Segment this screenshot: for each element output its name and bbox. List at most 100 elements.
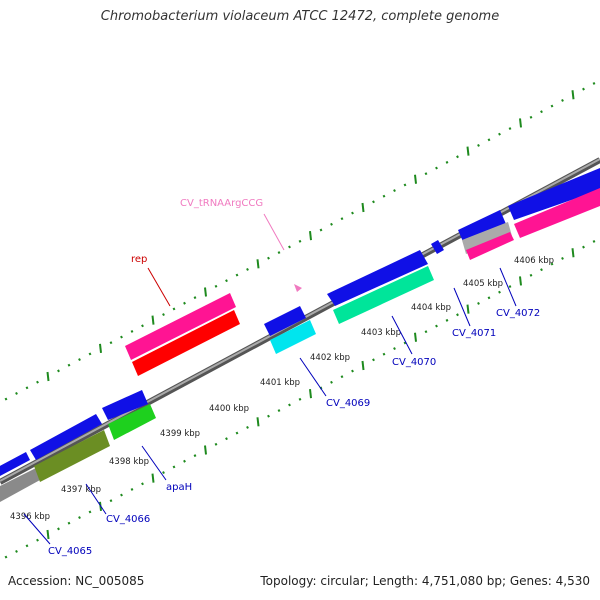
inner-tick-mark bbox=[57, 527, 60, 531]
outer-tick-ring bbox=[4, 82, 596, 401]
inner-tick-mark bbox=[519, 276, 522, 286]
inner-tick-mark bbox=[508, 285, 512, 289]
gene-label[interactable]: CV_4070 bbox=[392, 357, 436, 368]
outer-tick-mark bbox=[267, 256, 270, 260]
inner-tick-mark bbox=[183, 459, 186, 463]
outer-tick-mark bbox=[508, 127, 512, 131]
inner-tick-mark bbox=[120, 493, 123, 497]
inner-tick-mark bbox=[109, 499, 113, 503]
tick-label: 4402 kbp bbox=[310, 353, 350, 363]
tick-label: 4404 kbp bbox=[411, 303, 451, 313]
outer-tick-mark bbox=[550, 104, 554, 108]
inner-tick-mark bbox=[529, 273, 533, 277]
outer-tick-mark bbox=[382, 194, 386, 198]
inner-tick-mark bbox=[46, 529, 50, 540]
outer-tick-mark bbox=[424, 172, 428, 176]
outer-tick-mark bbox=[298, 239, 302, 243]
tick-label: 4400 kbp bbox=[209, 404, 249, 414]
outer-tick-mark bbox=[456, 155, 459, 159]
inner-tick-mark bbox=[582, 245, 585, 249]
outer-tick-mark bbox=[162, 313, 165, 316]
accession-text: Accession: NC_005085 bbox=[8, 574, 145, 588]
gene-label[interactable]: apaH bbox=[166, 482, 192, 493]
feature-cv4069-upper[interactable] bbox=[264, 306, 306, 336]
feature-cv4071-lower[interactable] bbox=[462, 222, 512, 254]
outer-tick-mark bbox=[288, 245, 291, 249]
inner-tick-mark bbox=[151, 473, 155, 483]
outer-tick-mark bbox=[46, 371, 50, 382]
outer-tick-mark bbox=[519, 118, 522, 128]
outer-tick-mark bbox=[67, 363, 71, 367]
gene-label[interactable]: CV_4065 bbox=[48, 546, 92, 557]
inner-tick-mark bbox=[403, 341, 407, 345]
outer-tick-mark bbox=[256, 259, 260, 269]
inner-tick-mark bbox=[466, 304, 470, 314]
outer-tick-mark bbox=[340, 217, 344, 221]
gene-label[interactable]: CV_tRNAArgCCG bbox=[180, 198, 263, 209]
feature-cv4071-lower-magenta[interactable] bbox=[466, 232, 514, 260]
inner-tick-ring bbox=[4, 240, 596, 559]
feature-cv4072-upper[interactable] bbox=[458, 210, 506, 244]
gene-label[interactable]: CV_4069 bbox=[326, 398, 370, 409]
feature-cv4071-upper[interactable] bbox=[431, 240, 444, 254]
gene-label[interactable]: CV_4072 bbox=[496, 308, 540, 319]
outer-tick-mark bbox=[561, 98, 564, 102]
outer-tick-mark bbox=[498, 132, 501, 136]
feature-cv4070-upper[interactable] bbox=[327, 250, 428, 306]
outer-tick-mark bbox=[57, 369, 60, 373]
gene-leader-line bbox=[391, 315, 413, 355]
gene-label[interactable]: rep bbox=[131, 254, 147, 265]
feature-cv4065-lower[interactable] bbox=[0, 468, 40, 502]
feature-rep-magenta[interactable] bbox=[125, 293, 236, 360]
feature-next-upper[interactable] bbox=[508, 168, 600, 220]
outer-tick-mark bbox=[277, 251, 281, 254]
tick-label: 4398 kbp bbox=[109, 457, 149, 467]
feature-rep-red[interactable] bbox=[132, 310, 240, 376]
inner-tick-mark bbox=[214, 442, 218, 446]
feature-cv4066-lower[interactable] bbox=[34, 430, 110, 482]
inner-tick-mark bbox=[414, 332, 417, 342]
feature-apaH-lower[interactable] bbox=[108, 404, 156, 440]
outer-tick-mark bbox=[445, 160, 449, 164]
feature-apaH-upper[interactable] bbox=[102, 390, 148, 420]
inner-tick-mark bbox=[330, 380, 333, 384]
feature-trna-arrow[interactable] bbox=[294, 284, 302, 292]
gene-labels: CV_4065CV_4066apaHCV_4069CV_4070CV_4071C… bbox=[23, 198, 540, 557]
outer-tick-mark bbox=[15, 391, 18, 395]
inner-tick-mark bbox=[256, 417, 260, 427]
inner-tick-mark bbox=[340, 375, 344, 379]
inner-tick-mark bbox=[309, 389, 312, 399]
outer-tick-mark bbox=[466, 146, 470, 156]
genome-summary-text: Topology: circular; Length: 4,751,080 bp… bbox=[260, 574, 590, 588]
inner-tick-mark bbox=[487, 296, 491, 300]
feature-cv4066-upper[interactable] bbox=[30, 414, 102, 460]
outer-tick-mark bbox=[25, 386, 29, 390]
feature-cv4065-upper[interactable] bbox=[0, 452, 30, 476]
inner-tick-mark bbox=[4, 555, 8, 559]
inner-tick-mark bbox=[141, 482, 144, 486]
inner-tick-mark bbox=[162, 471, 165, 474]
inner-tick-mark bbox=[424, 330, 428, 334]
feature-cv4070-lower[interactable] bbox=[333, 266, 434, 324]
feature-cv4069-lower[interactable] bbox=[270, 320, 316, 354]
outer-tick-mark bbox=[141, 324, 144, 328]
inner-tick-mark bbox=[561, 256, 564, 260]
inner-tick-mark bbox=[172, 465, 176, 469]
outer-tick-mark bbox=[36, 380, 39, 384]
outer-tick-mark bbox=[351, 211, 354, 215]
outer-tick-mark bbox=[487, 138, 491, 142]
outer-tick-mark bbox=[246, 267, 249, 271]
tick-label: 4399 kbp bbox=[160, 429, 200, 439]
gene-leader-line bbox=[85, 483, 107, 515]
outer-tick-mark bbox=[183, 301, 186, 305]
gene-label[interactable]: CV_4071 bbox=[452, 328, 496, 339]
inner-tick-mark bbox=[498, 290, 501, 294]
gene-label[interactable]: CV_4066 bbox=[106, 514, 150, 525]
outer-tick-mark bbox=[592, 82, 596, 85]
feature-cv4072-lower[interactable] bbox=[514, 188, 600, 238]
inner-tick-mark bbox=[78, 516, 81, 520]
tick-label: 4397 kbp bbox=[61, 485, 101, 495]
inner-tick-mark bbox=[225, 437, 228, 441]
outer-tick-mark bbox=[109, 341, 113, 345]
